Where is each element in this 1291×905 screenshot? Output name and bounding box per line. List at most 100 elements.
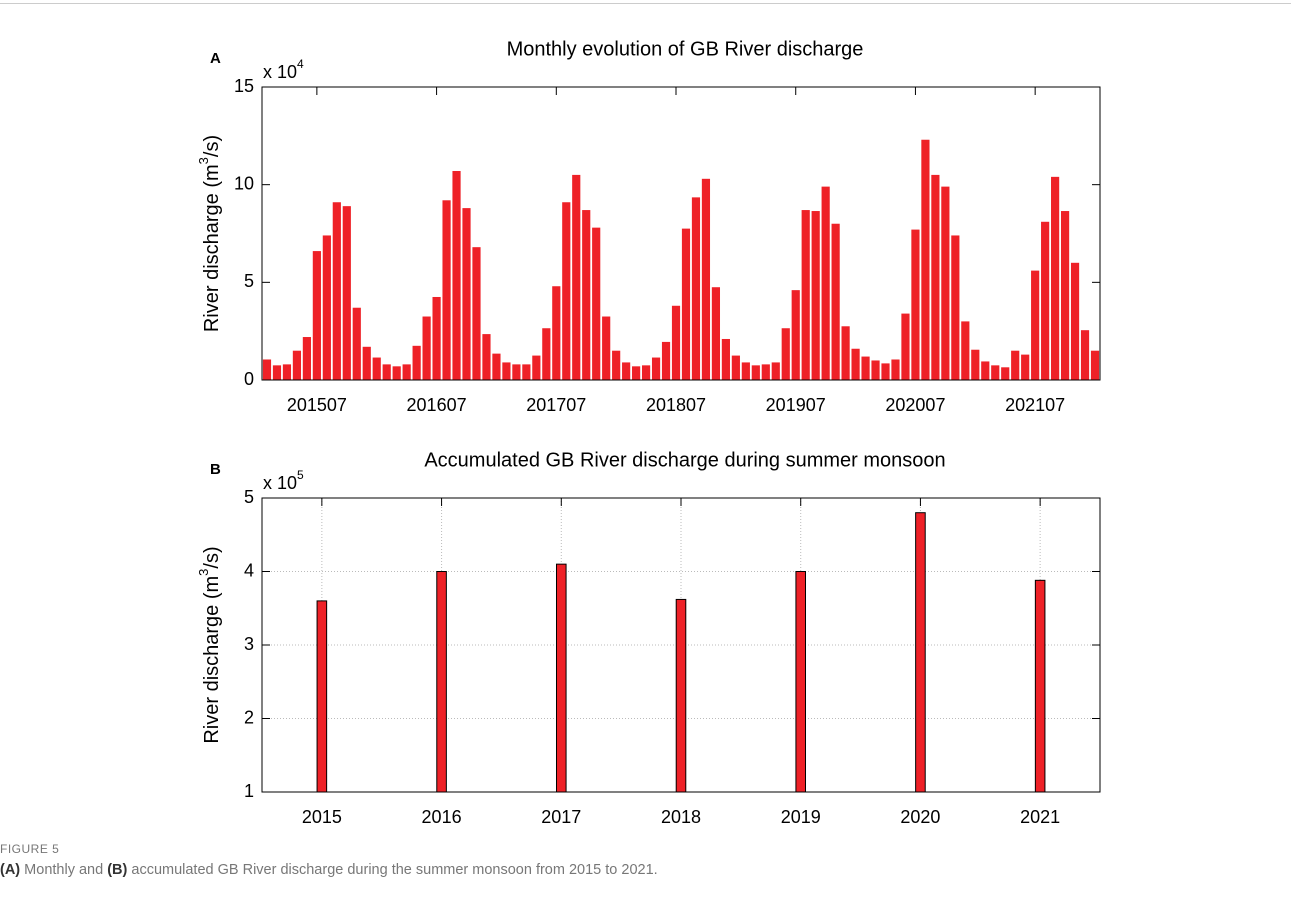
y-tick-label: 10 xyxy=(234,173,254,193)
multiplier-exponent: 5 xyxy=(297,468,304,482)
bar xyxy=(622,362,631,380)
bar xyxy=(272,365,282,380)
bar xyxy=(1034,579,1046,793)
y-label-text: /s) xyxy=(201,135,223,157)
bar xyxy=(801,210,810,380)
y-label-text: River discharge (m xyxy=(201,164,223,332)
y-label-sup: 3 xyxy=(196,157,211,164)
x-tick-label: 201807 xyxy=(646,395,706,415)
bar xyxy=(1070,262,1080,380)
bar xyxy=(961,321,970,380)
bar xyxy=(675,598,687,793)
bar xyxy=(382,364,391,380)
bar xyxy=(831,223,840,380)
y-tick-label: 3 xyxy=(244,634,254,654)
bar xyxy=(1011,350,1020,380)
bar xyxy=(1060,211,1070,380)
bar xyxy=(671,305,681,380)
bar xyxy=(661,341,671,380)
caption: (A) Monthly and (B) accumulated GB River… xyxy=(0,862,658,878)
bar xyxy=(436,571,447,793)
bar xyxy=(342,206,351,380)
multiplier-base: x 10 xyxy=(263,473,297,493)
bar xyxy=(701,178,711,380)
bar xyxy=(322,235,331,380)
multiplier-base: x 10 xyxy=(263,62,297,82)
x-tick-label: 201607 xyxy=(407,395,467,415)
x-tick-label: 2020 xyxy=(900,807,940,827)
panel-label: A xyxy=(210,50,221,67)
bar xyxy=(542,328,551,380)
x-tick-label: 2017 xyxy=(541,807,581,827)
bar xyxy=(941,186,950,380)
x-tick-label: 202007 xyxy=(885,395,945,415)
bar xyxy=(861,356,870,380)
y-tick-label: 2 xyxy=(244,707,254,727)
caption-part: (B) xyxy=(107,862,128,878)
bar xyxy=(751,365,760,380)
bar xyxy=(921,139,930,380)
bar xyxy=(681,228,691,380)
bar xyxy=(691,197,701,380)
x-tick-label: 2021 xyxy=(1020,807,1060,827)
bar xyxy=(262,359,272,380)
bar xyxy=(781,328,790,380)
y-tick-label: 4 xyxy=(244,560,254,580)
x-tick-label: 201507 xyxy=(287,395,347,415)
bar xyxy=(572,174,581,380)
bar xyxy=(462,208,471,380)
divider xyxy=(0,3,1291,4)
bar xyxy=(316,600,328,793)
caption-part: Monthly and xyxy=(24,862,104,878)
x-tick-label: 201707 xyxy=(526,395,586,415)
bar xyxy=(632,366,641,380)
multiplier-exponent: 4 xyxy=(297,57,304,71)
bar xyxy=(522,364,531,380)
x-tick-label: 2016 xyxy=(422,807,462,827)
bar xyxy=(292,350,302,380)
bar xyxy=(592,227,601,380)
chart-title: Accumulated GB River discharge during su… xyxy=(424,449,945,471)
y-axis-label: River discharge (m3/s) xyxy=(196,546,223,743)
bar xyxy=(741,362,750,380)
y-tick-label: 0 xyxy=(244,369,254,389)
figure-label: FIGURE 5 xyxy=(0,842,60,856)
bar xyxy=(422,316,431,380)
bar xyxy=(502,362,511,380)
bar xyxy=(1090,350,1100,380)
x-tick-label: 2015 xyxy=(302,807,342,827)
bar xyxy=(841,326,850,380)
bar xyxy=(981,361,990,380)
bar xyxy=(991,365,1000,380)
x-tick-label: 2018 xyxy=(661,807,701,827)
y-label-sup: 3 xyxy=(196,569,211,576)
bar xyxy=(931,174,940,380)
bar xyxy=(731,355,740,380)
bar xyxy=(402,364,411,380)
bar xyxy=(312,251,321,380)
y-multiplier: x 104 xyxy=(263,57,304,82)
x-tick-label: 2019 xyxy=(781,807,821,827)
bar xyxy=(372,357,381,380)
bar xyxy=(641,365,651,380)
bar xyxy=(582,210,591,380)
bar xyxy=(362,346,371,380)
y-tick-label: 5 xyxy=(244,271,254,291)
bar xyxy=(721,338,730,380)
bar xyxy=(1031,270,1040,380)
bar xyxy=(1051,176,1060,380)
bar xyxy=(911,229,920,380)
chart-title: Monthly evolution of GB River discharge xyxy=(507,38,864,60)
bar xyxy=(472,247,481,380)
bar xyxy=(512,364,521,380)
bar xyxy=(392,366,401,380)
bar xyxy=(482,334,491,380)
bar xyxy=(871,360,880,380)
bar xyxy=(711,287,721,380)
bar xyxy=(532,355,541,380)
figure: A Monthly evolution of GB River discharge… xyxy=(196,38,1101,827)
bar xyxy=(791,290,800,380)
y-tick-label: 5 xyxy=(244,487,254,507)
bar xyxy=(761,364,770,380)
